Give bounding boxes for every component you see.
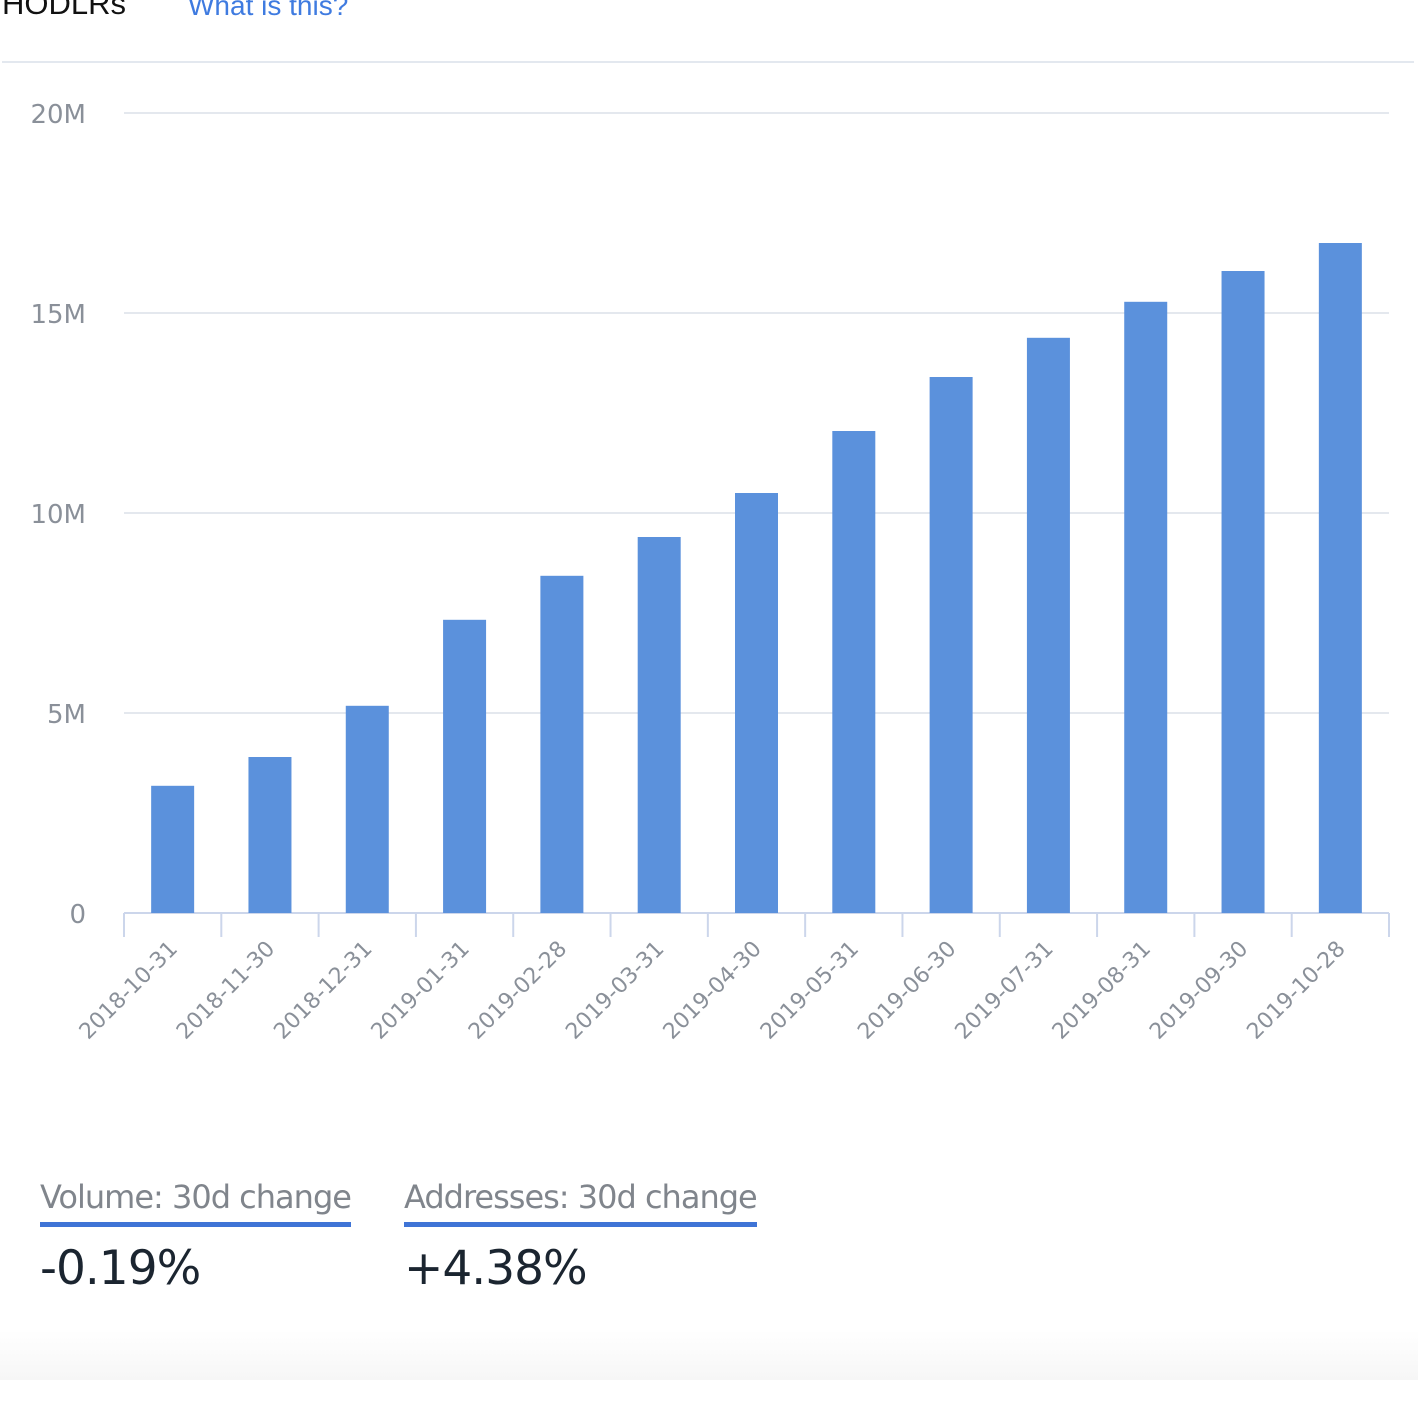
stat-label[interactable]: Addresses: 30d change — [404, 1178, 758, 1227]
y-tick-label: 20M — [30, 100, 86, 130]
bar — [735, 493, 778, 913]
bar — [1124, 301, 1168, 913]
bar — [1221, 271, 1265, 913]
x-tick-label: 2018-12-31 — [269, 937, 377, 1045]
what-is-this-link[interactable]: What is this? — [188, 0, 349, 21]
x-tick-label: 2018-11-30 — [172, 937, 280, 1045]
bar — [151, 785, 195, 913]
x-tick-label: 2019-03-31 — [561, 937, 669, 1045]
stat-volume-change: Volume: 30d change -0.19% — [40, 1178, 352, 1296]
bar — [345, 705, 389, 913]
bar — [929, 377, 973, 913]
bar — [248, 757, 292, 913]
stat-value: +4.38% — [404, 1241, 588, 1296]
stat-addresses-change: Addresses: 30d change +4.38% — [404, 1178, 758, 1296]
bar — [1318, 243, 1362, 913]
x-tick-label: 2019-09-30 — [1145, 937, 1253, 1045]
stat-label[interactable]: Volume: 30d change — [40, 1178, 352, 1227]
x-tick-label: 2019-05-31 — [756, 937, 864, 1045]
x-tick-label: 2019-01-31 — [367, 937, 475, 1045]
bar — [443, 619, 487, 913]
y-tick-label: 0 — [69, 900, 86, 930]
x-tick-label: 2019-06-30 — [853, 937, 961, 1045]
header-divider — [2, 61, 1414, 63]
x-tick-label: 2019-10-28 — [1243, 937, 1351, 1045]
footer-shade — [0, 1330, 1418, 1380]
bar — [540, 575, 584, 913]
y-tick-label: 10M — [30, 500, 86, 530]
y-tick-label: 15M — [30, 300, 86, 330]
x-tick-label: 2019-07-31 — [951, 937, 1059, 1045]
x-tick-label: 2019-02-28 — [464, 937, 572, 1045]
hodlrs-bar-chart: 0 5M 10M 15M 20M 2018-10-312018-11-302018-12-… — [30, 100, 1390, 1045]
x-tick-label: 2018-10-31 — [75, 937, 183, 1045]
bar — [1026, 337, 1070, 913]
bar — [637, 537, 681, 913]
page-title: HODLRs — [2, 0, 127, 21]
stat-value: -0.19% — [40, 1241, 201, 1296]
x-tick-label: 2019-04-30 — [659, 937, 767, 1045]
x-tick-label: 2019-08-31 — [1048, 937, 1156, 1045]
y-tick-label: 5M — [47, 700, 86, 730]
bar — [832, 431, 876, 913]
